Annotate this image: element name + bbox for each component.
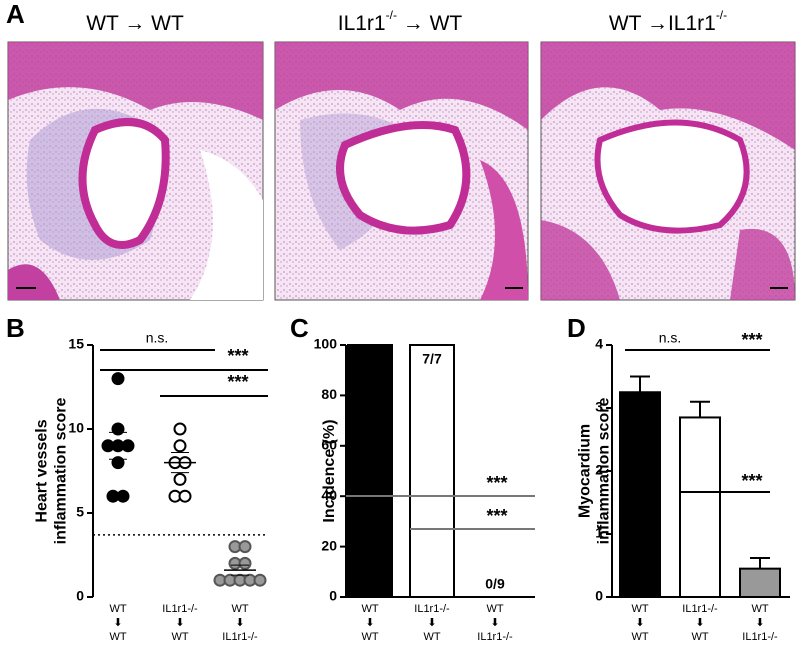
bar <box>409 344 455 598</box>
significance-label: *** <box>227 372 248 392</box>
data-point <box>238 556 252 570</box>
significance-label: n.s. <box>146 330 169 346</box>
x-tick-label: WT <box>751 603 768 615</box>
significance-label: *** <box>486 506 507 526</box>
x-tick-label: WT <box>231 603 248 615</box>
panel-label: A <box>6 0 25 29</box>
x-tick-label: ⬇ <box>755 617 764 629</box>
y-tick-label: 5 <box>76 504 84 520</box>
data-point <box>111 372 125 386</box>
x-tick-label: WT <box>361 603 378 615</box>
panel-label: C <box>290 313 309 343</box>
x-tick-label: WT <box>361 631 378 643</box>
y-axis-label: inflammation score <box>53 398 70 545</box>
title-part: -/- <box>716 8 727 22</box>
bar <box>739 567 781 599</box>
data-point <box>111 456 125 470</box>
value-label: 0/9 <box>485 576 505 592</box>
significance-label: *** <box>227 346 248 366</box>
y-axis-label: Myocardium <box>577 424 594 518</box>
y-axis-label: Heart vessels <box>34 419 51 522</box>
bar <box>679 416 721 599</box>
significance-label: *** <box>486 473 507 493</box>
image-title: WT →IL1r1-/- <box>609 8 727 34</box>
significance-label: *** <box>741 471 762 491</box>
x-tick-label: ⬇ <box>113 617 122 629</box>
x-tick-label: ⬇ <box>175 617 184 629</box>
x-tick-label: IL1r1-/- <box>682 603 718 615</box>
y-tick-label: 80 <box>321 386 337 402</box>
y-axis-label: Incidence (%) <box>321 419 338 522</box>
x-tick-label: IL1r1-/- <box>414 603 450 615</box>
y-tick-label: 4 <box>595 336 603 352</box>
value-label: 8/8 <box>360 351 380 367</box>
histology-3 <box>540 41 796 301</box>
x-tick-label: ⬇ <box>695 617 704 629</box>
data-point <box>173 439 187 453</box>
x-tick-label: WT <box>486 603 503 615</box>
x-tick-label: ⬇ <box>427 617 436 629</box>
title-part: WT →IL1r1 <box>609 12 716 35</box>
y-tick-label: 2 <box>595 462 603 478</box>
x-tick-label: ⬇ <box>365 617 374 629</box>
y-axis-label: inflammation score <box>596 398 613 545</box>
data-point <box>111 422 125 436</box>
x-tick-label: WT <box>631 631 648 643</box>
x-tick-label: IL1r1-/- <box>477 631 513 643</box>
x-tick-label: IL1r1-/- <box>742 631 778 643</box>
y-tick-label: 1 <box>595 525 603 541</box>
x-tick-label: ⬇ <box>635 617 644 629</box>
title-part: → WT <box>397 12 462 35</box>
y-tick-label: 20 <box>321 537 337 553</box>
x-tick-label: WT <box>109 631 126 643</box>
image-title: WT → WT <box>86 12 184 35</box>
y-tick-label: 3 <box>595 399 603 415</box>
title-part: -/- <box>386 8 397 22</box>
title-part: WT → WT <box>86 12 184 35</box>
significance-label: *** <box>741 330 762 350</box>
title-part: IL1r1 <box>338 12 386 35</box>
x-tick-label: WT <box>423 631 440 643</box>
y-tick-label: 60 <box>321 437 337 453</box>
y-tick-label: 0 <box>595 588 603 604</box>
bar <box>619 391 661 598</box>
data-point <box>116 489 130 503</box>
y-tick-label: 0 <box>329 588 337 604</box>
y-tick-label: 10 <box>68 420 84 436</box>
data-point <box>178 489 192 503</box>
y-tick-label: 40 <box>321 487 337 503</box>
image-title: IL1r1-/- → WT <box>338 8 463 34</box>
x-tick-label: ⬇ <box>235 617 244 629</box>
x-tick-label: ⬇ <box>490 617 499 629</box>
data-point <box>238 540 252 554</box>
y-tick-label: 0 <box>76 588 84 604</box>
value-label: 7/7 <box>422 351 442 367</box>
histology-2 <box>274 41 529 301</box>
y-tick-label: 100 <box>314 336 338 352</box>
histology-1 <box>7 41 264 301</box>
y-tick-label: 15 <box>68 336 84 352</box>
data-point <box>173 422 187 436</box>
x-tick-label: WT <box>171 631 188 643</box>
x-tick-label: WT <box>109 603 126 615</box>
x-tick-label: IL1r1-/- <box>222 631 258 643</box>
data-point <box>253 573 267 587</box>
x-tick-label: IL1r1-/- <box>162 603 198 615</box>
panel-label: D <box>567 313 586 343</box>
x-tick-label: WT <box>631 603 648 615</box>
x-tick-label: WT <box>691 631 708 643</box>
data-point <box>173 472 187 486</box>
bar <box>347 344 393 598</box>
significance-label: n.s. <box>659 330 682 346</box>
panel-label: B <box>6 313 25 343</box>
